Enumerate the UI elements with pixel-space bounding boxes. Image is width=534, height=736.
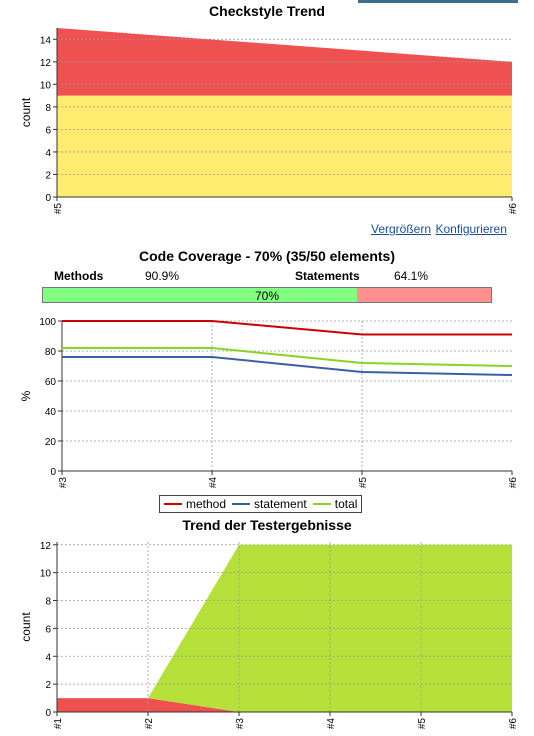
test-results-chart[interactable]: 0 2 4 6 8 10 12 #1 #2 #3 #4 #5 #6 count — [0, 534, 534, 736]
legend-item-statement: statement — [232, 497, 307, 511]
legend-label-total: total — [334, 497, 358, 511]
legend-item-total: total — [312, 497, 358, 511]
checkstyle-ytick-label: 14 — [40, 35, 52, 46]
coverage-ylabel: % — [19, 390, 33, 401]
coverage-line-chart[interactable]: 0 20 40 60 80 100 #3 #4 #5 #6% — [0, 310, 534, 495]
coverage-ytick-label: 80 — [45, 347, 57, 358]
checkstyle-ytick-label: 2 — [45, 170, 51, 181]
checkstyle-chart-title: Checkstyle Trend — [209, 3, 325, 19]
tests-ytick-label: 8 — [45, 597, 51, 608]
legend-label-statement: statement — [254, 497, 307, 511]
coverage-line-method — [62, 320, 512, 336]
tests-xtick-label: #2 — [144, 718, 155, 730]
checkstyle-ytick-label: 6 — [45, 125, 51, 136]
coverage-xtick-label: #6 — [508, 477, 519, 489]
methods-label: Methods — [54, 269, 104, 283]
tests-area-series-1 — [57, 544, 512, 712]
coverage-line-total — [62, 347, 513, 367]
tests-ytick-label: 2 — [45, 680, 51, 691]
tests-ytick-label: 4 — [45, 652, 51, 663]
coverage-ytick-label: 20 — [45, 437, 57, 448]
tests-ylabel: count — [19, 612, 33, 642]
coverage-xtick-label: #3 — [58, 477, 69, 489]
coverage-xtick-label: #4 — [208, 477, 219, 489]
configure-link[interactable]: Konfigurieren — [435, 222, 507, 236]
checkstyle-area-series-0 — [57, 95, 512, 197]
coverage-progress-text: 70% — [254, 289, 280, 303]
coverage-ytick-label: 0 — [50, 467, 56, 478]
tests-ytick-label: 12 — [40, 541, 52, 552]
coverage-title: Code Coverage - 70% (35/50 elements) — [139, 248, 395, 264]
tests-ytick-label: 0 — [45, 708, 51, 719]
coverage-ytick-label: 40 — [45, 407, 57, 418]
statements-value: 64.1% — [394, 269, 429, 283]
coverage-line-statement — [62, 356, 513, 376]
checkstyle-ylabel: count — [19, 97, 33, 127]
tests-ytick-label: 10 — [40, 569, 52, 580]
checkstyle-xtick-label: #5 — [53, 203, 64, 215]
checkstyle-xtick-label: #6 — [508, 203, 519, 215]
checkstyle-ytick-label: 10 — [40, 80, 52, 91]
checkstyle-ytick-label: 8 — [45, 103, 51, 114]
tests-xtick-label: #6 — [508, 718, 519, 730]
tests-ytick-label: 6 — [45, 624, 51, 635]
legend-swatch-statement — [232, 503, 251, 505]
tests-xtick-label: #5 — [417, 718, 428, 730]
legend-swatch-method — [164, 503, 182, 505]
checkstyle-ytick-label: 0 — [45, 193, 51, 204]
tests-xtick-label: #3 — [235, 718, 246, 730]
checkstyle-area-series-1 — [57, 28, 512, 96]
enlarge-link[interactable]: Vergrößern — [371, 222, 432, 236]
coverage-ytick-label: 100 — [39, 317, 56, 328]
statements-label: Statements — [295, 269, 360, 283]
coverage-ytick-label: 60 — [45, 377, 57, 388]
checkstyle-ytick-label: 12 — [40, 58, 52, 69]
coverage-xtick-label: #5 — [358, 477, 369, 489]
chart-links: Vergrößern Konfigurieren — [371, 220, 507, 238]
test-results-title: Trend der Testergebnisse — [182, 517, 352, 533]
coverage-legend: method statement total — [159, 495, 363, 513]
top-strip-decoration — [358, 0, 518, 3]
coverage-progress-fill — [43, 288, 357, 302]
tests-xtick-label: #1 — [53, 718, 64, 730]
legend-label-method: method — [186, 497, 227, 511]
legend-item-method: method — [164, 497, 226, 511]
coverage-progress-bar: 70% — [42, 287, 492, 303]
checkstyle-ytick-label: 4 — [45, 148, 51, 159]
tests-area-series-0 — [57, 698, 512, 712]
checkstyle-chart[interactable]: 0 2 4 6 8 10 12 14 #5 #6 count — [0, 20, 534, 220]
tests-xtick-label: #4 — [326, 718, 337, 730]
legend-swatch-total — [312, 503, 331, 505]
methods-value: 90.9% — [145, 269, 180, 283]
